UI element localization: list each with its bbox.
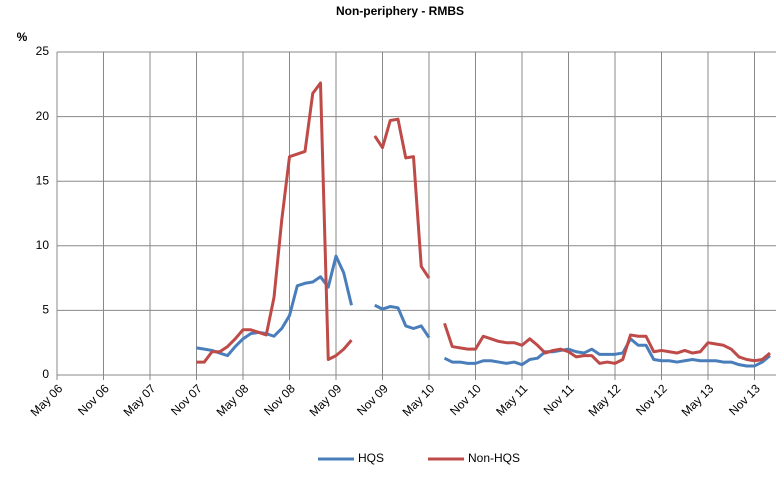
y-tick-label: 10 [36,238,50,252]
y-tick-label: 5 [42,303,49,317]
x-tick-label: May 07 [121,381,159,419]
y-tick-label: 25 [36,44,50,58]
x-tick-label: May 10 [400,381,438,419]
x-tick-label: Nov 06 [75,381,112,418]
legend-label: HQS [358,451,384,465]
x-tick-label: May 09 [307,381,345,419]
chart-title: Non-periphery - RMBS [336,4,464,18]
y-tick-label: 0 [42,367,49,381]
x-tick-label: May 06 [28,381,66,419]
x-tick-label: Nov 10 [447,381,484,418]
x-tick-label: Nov 08 [261,381,298,418]
x-tick-label: May 11 [493,381,530,418]
x-tick-label: Nov 09 [354,381,391,418]
x-tick-label: Nov 13 [726,381,763,418]
series-line [196,81,771,365]
legend-label: Non-HQS [468,451,520,465]
x-tick-label: May 13 [679,381,717,419]
y-tick-label: 20 [36,109,50,123]
y-axis-label: % [17,30,28,44]
x-tick-label: May 12 [586,381,624,419]
x-tick-label: Nov 12 [633,381,670,418]
x-tick-label: Nov 11 [541,381,577,417]
x-tick-label: Nov 07 [168,381,205,418]
x-tick-label: May 08 [214,381,252,419]
y-tick-label: 15 [36,173,50,187]
